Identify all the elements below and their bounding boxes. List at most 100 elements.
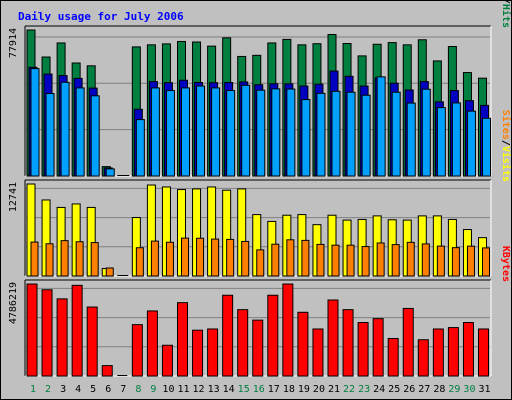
- chart-title: Daily usage for July 2006: [18, 10, 184, 23]
- bar: [361, 94, 371, 177]
- bar: [391, 244, 400, 277]
- bar: [478, 328, 489, 377]
- bar: [447, 327, 459, 377]
- bar: [105, 168, 115, 177]
- bar: [226, 90, 236, 177]
- bar: [150, 240, 159, 277]
- x-tick-label: 15: [238, 384, 250, 395]
- legend-entry: Hits: [500, 4, 512, 28]
- side-legend: Pages/Files/Hits: [500, 0, 512, 28]
- x-tick-label: 29: [448, 384, 460, 395]
- bar: [241, 240, 250, 277]
- bar: [372, 318, 384, 377]
- legend-entry: KBytes: [500, 246, 511, 282]
- bar: [286, 239, 295, 277]
- bar: [237, 309, 249, 377]
- bar: [56, 298, 68, 377]
- bar: [75, 87, 85, 177]
- x-tick-label: 20: [313, 384, 325, 395]
- bar: [482, 247, 490, 277]
- bar: [146, 310, 158, 377]
- legend-entry: Sites: [500, 110, 512, 140]
- x-tick-label: 21: [328, 384, 340, 395]
- bar: [26, 283, 38, 377]
- bar: [131, 324, 143, 377]
- bar: [391, 91, 401, 177]
- x-tick-label: 10: [162, 384, 174, 395]
- bar: [462, 322, 474, 377]
- x-tick-label: 17: [268, 384, 280, 395]
- x-tick-label: 23: [358, 384, 370, 395]
- kbytes-panel: 4786219 KBytes: [8, 246, 511, 377]
- bar: [30, 68, 40, 177]
- x-tick-label: 25: [388, 384, 400, 395]
- bar: [361, 246, 370, 277]
- bar: [436, 107, 446, 177]
- bar: [402, 307, 414, 377]
- x-tick-label: 28: [433, 384, 445, 395]
- bar: [211, 238, 220, 277]
- bar: [421, 243, 430, 277]
- bar: [357, 322, 369, 377]
- hits-panel: 77914 Pages/Files/Hits: [8, 0, 512, 177]
- bar: [196, 85, 206, 177]
- bar: [342, 309, 354, 377]
- bar: [376, 242, 385, 277]
- bar: [271, 88, 281, 177]
- bar: [90, 95, 100, 177]
- bar: [165, 241, 174, 277]
- bar: [282, 283, 294, 377]
- visits-panel: 12741 Sites/Visits: [8, 110, 512, 277]
- x-tick-label: 2: [45, 384, 51, 395]
- bar: [346, 91, 356, 177]
- bar: [60, 81, 70, 177]
- bar: [45, 243, 54, 277]
- bar: [421, 88, 431, 177]
- bar: [316, 92, 326, 177]
- bar: [316, 243, 325, 277]
- y-axis-max-label: 4786219: [8, 282, 19, 324]
- bar: [417, 339, 429, 377]
- bar: [101, 365, 113, 377]
- series-kbytes: [26, 283, 489, 377]
- x-tick-label: 1: [30, 384, 36, 395]
- bar: [312, 328, 324, 377]
- bar: [271, 243, 280, 277]
- bar: [150, 87, 160, 177]
- x-tick-label: 24: [373, 384, 385, 395]
- bar: [301, 99, 311, 177]
- bar: [121, 175, 130, 176]
- x-tick-label: 12: [193, 384, 205, 395]
- bar: [286, 88, 296, 177]
- bar: [192, 329, 204, 377]
- x-axis-labels: 1 2 3 4 5 6 7 8 9 10 11 12 13 14 15 16 17 18 19 20 21 22 23 24 2…: [30, 384, 491, 395]
- series-sites: [30, 237, 490, 277]
- x-tick-label: 26: [403, 384, 415, 395]
- bar: [376, 76, 386, 177]
- bar: [41, 289, 53, 377]
- bar: [466, 110, 476, 177]
- x-tick-label: 18: [283, 384, 295, 395]
- x-tick-label: 11: [177, 384, 189, 395]
- bar: [75, 241, 84, 277]
- bar: [60, 240, 69, 277]
- bar: [90, 242, 99, 277]
- bar: [45, 93, 55, 177]
- x-tick-label: 31: [478, 384, 490, 395]
- x-tick-label: 3: [60, 384, 66, 395]
- bar: [177, 302, 188, 377]
- bar: [256, 249, 265, 277]
- bar: [105, 267, 114, 277]
- bar: [346, 244, 355, 277]
- bar: [196, 237, 205, 277]
- bar: [181, 87, 190, 177]
- y-axis-max-label: 77914: [8, 28, 19, 58]
- bar: [466, 245, 475, 277]
- bar: [297, 311, 309, 377]
- bar: [117, 375, 128, 376]
- bar: [387, 337, 399, 377]
- bar: [161, 344, 173, 377]
- bar: [327, 299, 339, 377]
- x-tick-label: 6: [105, 384, 111, 395]
